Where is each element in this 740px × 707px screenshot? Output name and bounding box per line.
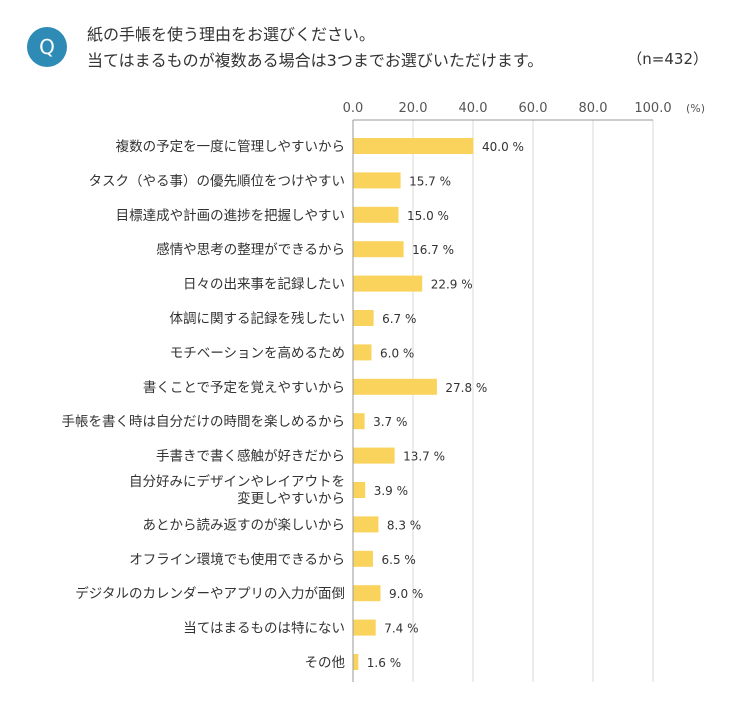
category-label-6: モチベーションを高めるため bbox=[170, 344, 345, 361]
value-label-2: 15.0 % bbox=[407, 209, 449, 223]
question-badge: Q bbox=[27, 27, 67, 67]
value-label-9: 13.7 % bbox=[403, 450, 445, 464]
category-label-1: タスク（やる事）の優先順位をつけやすい bbox=[89, 173, 346, 189]
bar-11 bbox=[353, 516, 379, 533]
bar-9 bbox=[353, 447, 395, 464]
value-label-14: 7.4 % bbox=[384, 622, 418, 636]
bar-12 bbox=[353, 550, 373, 567]
tick-label-4: 80.0 bbox=[579, 101, 608, 116]
category-label-4: 日々の出来事を記録したい bbox=[183, 276, 345, 293]
bar-5 bbox=[353, 310, 374, 326]
tick-label-3: 60.0 bbox=[519, 101, 548, 116]
category-label-14: 当てはまるものは特にない bbox=[183, 621, 345, 637]
category-label-10-line-0: 自分好みにデザインやレイアウトを bbox=[129, 473, 345, 490]
tick-label-0: 0.0 bbox=[343, 101, 364, 116]
bar-6 bbox=[353, 344, 372, 361]
category-label-8: 手帳を書く時は自分だけの時間を楽しめるから bbox=[62, 414, 346, 430]
category-label-5: 体調に関する記録を残したい bbox=[170, 310, 346, 327]
bar-13 bbox=[353, 585, 381, 602]
value-label-0: 40.0 % bbox=[482, 140, 524, 154]
bar-0 bbox=[353, 138, 474, 154]
category-label-15: その他 bbox=[305, 655, 346, 671]
value-label-4: 22.9 % bbox=[431, 278, 473, 292]
category-label-9: 手書きで書く感触が好きだから bbox=[156, 448, 345, 465]
bar-10 bbox=[353, 482, 366, 498]
question-line-1: 紙の手帳を使う理由をお選びください。 bbox=[87, 25, 376, 44]
category-label-0: 複数の予定を一度に管理しやすいから bbox=[116, 138, 345, 155]
tick-label-2: 40.0 bbox=[459, 101, 488, 116]
value-label-7: 27.8 % bbox=[445, 381, 487, 395]
bar-3 bbox=[353, 241, 404, 258]
value-label-13: 9.0 % bbox=[389, 587, 423, 601]
question-text: 紙の手帳を使う理由をお選びください。 当てはまるものが複数ある場合は3つまでお選… bbox=[87, 22, 543, 74]
question-line-2: 当てはまるものが複数ある場合は3つまでお選びいただけます。 bbox=[87, 51, 544, 70]
bar-7 bbox=[353, 378, 437, 395]
category-label-12: オフライン環境でも使用できるから bbox=[129, 551, 345, 568]
category-label-13: デジタルのカレンダーやアプリの入力が面倒 bbox=[75, 585, 345, 602]
value-label-15: 1.6 % bbox=[367, 656, 401, 670]
value-label-12: 6.5 % bbox=[382, 553, 416, 567]
category-label-7: 書くことで予定を覚えやすいから bbox=[143, 380, 345, 396]
tick-label-1: 20.0 bbox=[399, 101, 428, 116]
bar-1 bbox=[353, 172, 401, 189]
value-label-6: 6.0 % bbox=[380, 346, 414, 360]
tick-label-5: 100.0 bbox=[634, 101, 671, 116]
bar-15 bbox=[353, 654, 359, 670]
value-label-5: 6.7 % bbox=[382, 312, 416, 326]
unit-label: (%) bbox=[686, 102, 705, 115]
bar-4 bbox=[353, 275, 423, 292]
bar-14 bbox=[353, 619, 376, 636]
category-label-10-line-1: 変更しやすいから bbox=[237, 490, 345, 507]
sample-size: （n=432） bbox=[627, 50, 708, 68]
category-label-3: 感情や思考の整理ができるから bbox=[156, 241, 345, 258]
value-label-3: 16.7 % bbox=[412, 243, 454, 257]
bar-8 bbox=[353, 413, 365, 430]
category-label-2: 目標達成や計画の進捗を把握しやすい bbox=[116, 208, 345, 224]
value-label-11: 8.3 % bbox=[387, 518, 421, 532]
bar-2 bbox=[353, 206, 399, 223]
value-label-8: 3.7 % bbox=[373, 415, 407, 429]
category-label-11: あとから読み返すのが楽しいから bbox=[143, 517, 346, 533]
value-label-10: 3.9 % bbox=[374, 484, 408, 498]
value-label-1: 15.7 % bbox=[409, 174, 451, 188]
